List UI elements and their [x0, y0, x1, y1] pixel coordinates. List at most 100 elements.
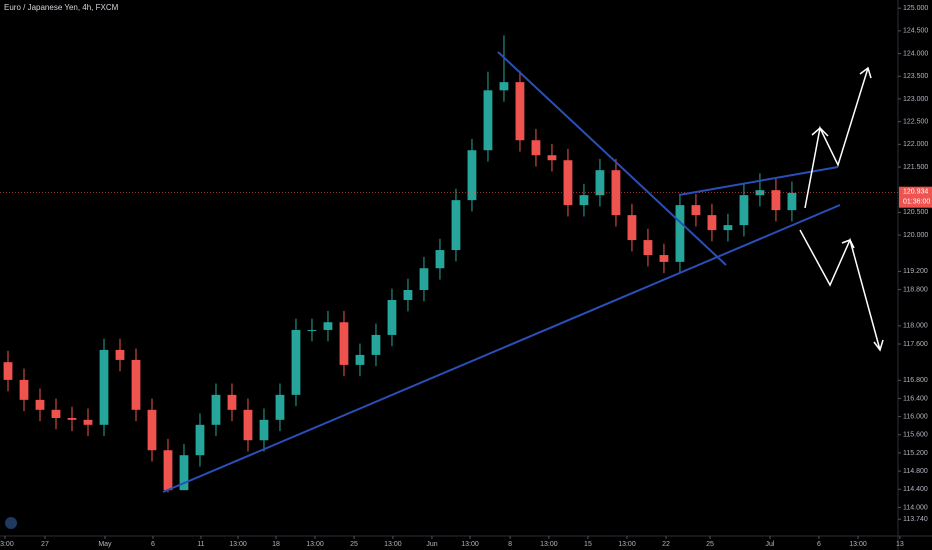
- x-tick-label: 13:00: [540, 541, 558, 548]
- trend-line: [497, 51, 727, 266]
- candle-body: [291, 329, 301, 395]
- y-tick-label: 115.200: [903, 450, 928, 457]
- chart-title: Euro / Japanese Yen, 4h, FXCM: [4, 3, 119, 12]
- candle-body: [419, 268, 429, 291]
- x-tick-label: 25: [706, 541, 714, 548]
- x-tick-label: 13:00: [384, 541, 402, 548]
- arrow-head: [859, 66, 872, 79]
- candle-body: [99, 349, 109, 425]
- candle-body: [67, 417, 77, 420]
- candle-body: [195, 424, 205, 456]
- plot-area: [0, 35, 898, 493]
- candle-body: [259, 419, 269, 441]
- candle-body: [643, 240, 653, 256]
- x-tick-label: 25: [350, 541, 358, 548]
- y-tick-label: 117.600: [903, 341, 928, 348]
- candle-body: [483, 90, 493, 151]
- arrow-head: [811, 126, 829, 137]
- x-tick-label: 15: [584, 541, 592, 548]
- candle-body: [707, 215, 717, 231]
- candle-body: [675, 205, 685, 262]
- y-tick-label: 113.740: [903, 516, 928, 523]
- candle-body: [739, 195, 749, 226]
- candle-body: [787, 192, 797, 211]
- y-tick-label: 116.000: [903, 413, 928, 420]
- candle-body: [243, 409, 253, 441]
- y-tick-label: 122.500: [903, 118, 928, 125]
- candle-body: [531, 140, 541, 156]
- x-tick-label: 18: [272, 541, 280, 548]
- candle-body: [499, 82, 509, 91]
- countdown-label: 01:36:00: [903, 199, 930, 206]
- candle-body: [275, 394, 285, 420]
- y-tick-label: 123.000: [903, 96, 928, 103]
- trend-line: [162, 204, 841, 493]
- y-tick-label: 116.800: [903, 377, 928, 384]
- candle-body: [595, 170, 605, 196]
- candle-body: [691, 205, 701, 216]
- candle-body: [147, 409, 157, 451]
- y-tick-label: 118.800: [903, 286, 928, 293]
- x-tick-label: 13:00: [229, 541, 247, 548]
- candle-body: [19, 379, 29, 400]
- x-tick-label: May: [98, 541, 112, 548]
- candle-body: [435, 250, 445, 269]
- candle-body: [451, 200, 461, 251]
- y-tick-label: 115.600: [903, 432, 928, 439]
- candle-body: [339, 322, 349, 365]
- candle-body: [35, 399, 45, 410]
- candle-body: [227, 394, 237, 410]
- x-tick-label: Jul: [766, 541, 775, 548]
- x-tick-label: 13:00: [618, 541, 636, 548]
- last-price-label: 120.934: [903, 189, 928, 196]
- candle-body: [403, 290, 413, 300]
- candle-body: [771, 190, 781, 211]
- x-tick-label: 6: [817, 541, 821, 548]
- candle-body: [211, 394, 221, 425]
- x-tick-label: Jun: [426, 541, 437, 548]
- y-tick-label: 124.500: [903, 28, 928, 35]
- candle-body: [323, 322, 333, 330]
- y-tick-label: 118.000: [903, 323, 928, 330]
- y-tick-label: 123.500: [903, 73, 928, 80]
- candle-body: [179, 455, 189, 491]
- candle-body: [307, 329, 317, 331]
- x-tick-label: 13:00: [0, 541, 14, 548]
- x-tick-label: 6: [151, 541, 155, 548]
- candle-body: [627, 215, 637, 241]
- last-price-box: [899, 186, 932, 208]
- y-tick-label: 124.000: [903, 50, 928, 57]
- x-tick-label: 13: [896, 541, 904, 548]
- x-tick-label: 13:00: [306, 541, 324, 548]
- y-tick-label: 119.200: [903, 268, 928, 275]
- arrow-head: [873, 339, 884, 352]
- candle-body: [547, 155, 557, 161]
- y-tick-label: 120.500: [903, 209, 928, 216]
- y-tick-label: 125.000: [903, 5, 928, 12]
- y-tick-label: 121.500: [903, 164, 928, 171]
- y-tick-label: 116.400: [903, 395, 928, 402]
- x-tick-label: 27: [41, 541, 49, 548]
- candle-body: [387, 299, 397, 335]
- candle-body: [371, 334, 381, 355]
- candle-body: [515, 82, 525, 141]
- y-tick-label: 114.800: [903, 468, 928, 475]
- candle-body: [723, 225, 733, 231]
- arrow-head: [841, 239, 855, 249]
- projection-arrow: [799, 229, 881, 351]
- y-tick-label: 114.400: [903, 486, 928, 493]
- projection-arrow: [804, 67, 869, 209]
- candle-body: [579, 195, 589, 206]
- candle-body: [131, 359, 141, 410]
- y-tick-label: 122.000: [903, 141, 928, 148]
- candle-body: [51, 409, 61, 418]
- candle-body: [563, 160, 573, 206]
- candle-body: [659, 255, 669, 262]
- x-tick-label: 22: [662, 541, 670, 548]
- x-tick-label: 11: [197, 541, 204, 548]
- y-tick-label: 114.000: [903, 504, 928, 511]
- logo[interactable]: [5, 517, 17, 529]
- candle-body: [83, 419, 93, 425]
- y-tick-label: 120.000: [903, 232, 928, 239]
